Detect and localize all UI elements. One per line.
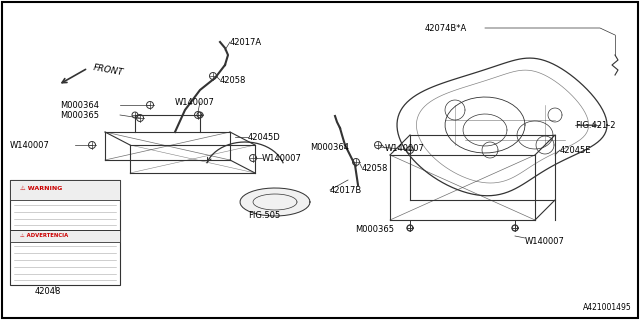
Text: W140007: W140007 (10, 140, 50, 149)
Polygon shape (240, 188, 310, 216)
Text: 42058: 42058 (220, 76, 246, 84)
Text: W140007: W140007 (175, 98, 215, 107)
Text: ⚠ WARNING: ⚠ WARNING (20, 186, 62, 190)
Text: W140007: W140007 (262, 154, 302, 163)
Bar (10, 230, 120, 242)
Text: A421001495: A421001495 (583, 303, 632, 312)
Text: W140007: W140007 (385, 143, 425, 153)
Text: FIG.421-2: FIG.421-2 (575, 121, 616, 130)
Text: ⚠ ADVERTENCIA: ⚠ ADVERTENCIA (20, 233, 68, 237)
Bar (10, 180, 120, 285)
Text: 42017A: 42017A (230, 37, 262, 46)
Text: M000364: M000364 (310, 142, 349, 151)
Text: 42045E: 42045E (560, 146, 591, 155)
Text: W140007: W140007 (525, 237, 565, 246)
Text: M000365: M000365 (355, 226, 394, 235)
Text: 42058: 42058 (362, 164, 388, 172)
Text: M000365: M000365 (60, 110, 99, 119)
Text: M000364: M000364 (60, 100, 99, 109)
Text: 42048: 42048 (35, 287, 61, 297)
Bar (10, 180, 120, 200)
Text: 42045D: 42045D (248, 132, 281, 141)
Text: FIG.505: FIG.505 (248, 211, 280, 220)
Text: FRONT: FRONT (92, 63, 124, 77)
Text: 42017B: 42017B (330, 186, 362, 195)
Text: 42074B*A: 42074B*A (425, 23, 467, 33)
